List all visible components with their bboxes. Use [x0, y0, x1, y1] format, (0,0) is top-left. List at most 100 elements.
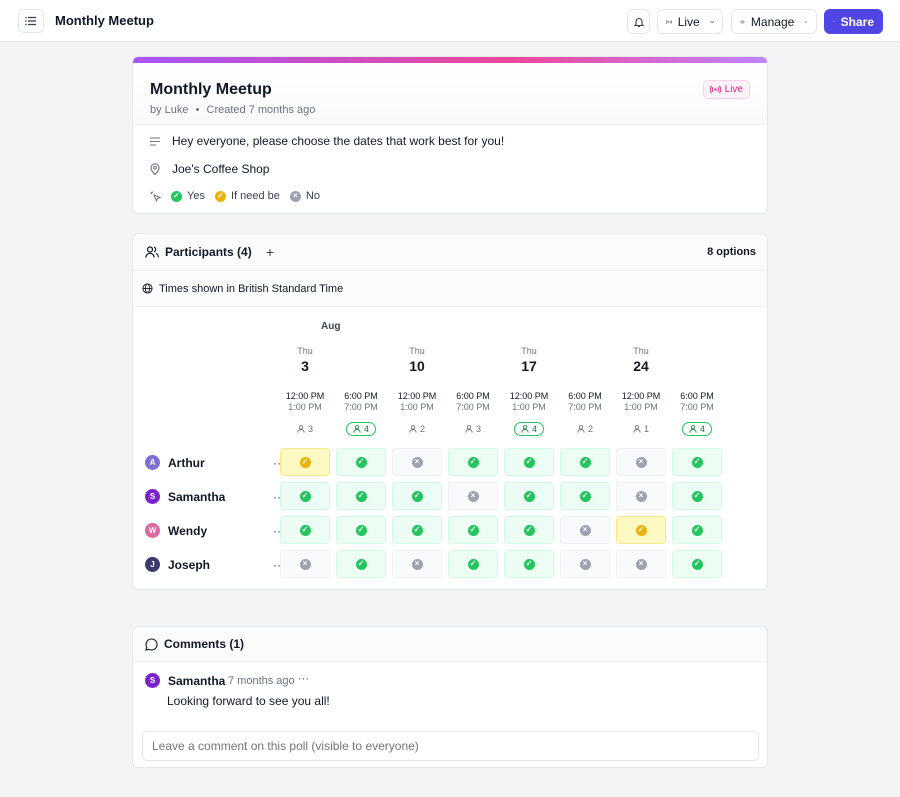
check-icon: ✓ — [299, 456, 311, 468]
vote-cell[interactable]: ✓ — [504, 448, 554, 476]
vote-cell[interactable]: ✓ — [392, 516, 442, 544]
vote-cell[interactable]: ✓ — [560, 482, 610, 510]
vote-cell[interactable]: × — [616, 482, 666, 510]
vote-count-value: 1 — [643, 424, 649, 434]
vote-cell[interactable]: × — [392, 550, 442, 578]
option-end-time: 7:00 PM — [456, 402, 490, 412]
vote-cell[interactable]: ✓ — [504, 550, 554, 578]
vote-cell[interactable]: ✓ — [672, 448, 722, 476]
broadcast-icon — [666, 19, 672, 24]
menu-button[interactable] — [18, 9, 44, 33]
manage-button[interactable]: Manage — [731, 9, 817, 34]
vote-cell[interactable]: ✓ — [504, 516, 554, 544]
notifications-button[interactable] — [627, 9, 650, 34]
users-icon — [145, 246, 159, 258]
vote-count: 4 — [682, 422, 712, 436]
participant-row: W Wendy ··· ✓ ✓ ✓ ✓ ✓ × ✓ ✓ — [133, 515, 767, 549]
top-bar: Monthly Meetup Live Manage Share — [0, 0, 900, 42]
vote-cell[interactable]: ✓ — [448, 448, 498, 476]
legend-maybe: ✓ If need be — [214, 190, 280, 202]
vote-cell[interactable]: ✓ — [336, 448, 386, 476]
option-column: 6:00 PM 7:00 PM 4 — [671, 391, 723, 436]
poll-card: Monthly Meetup by Luke • Created 7 month… — [132, 56, 768, 214]
vote-cell[interactable]: × — [616, 550, 666, 578]
map-pin-icon — [150, 163, 160, 175]
participant-row: J Joseph ··· × ✓ × ✓ ✓ × × ✓ — [133, 549, 767, 583]
option-end-time: 1:00 PM — [512, 402, 546, 412]
vote-cell[interactable]: ✓ — [672, 516, 722, 544]
option-end-time: 1:00 PM — [400, 402, 434, 412]
add-participant-button[interactable]: + — [261, 243, 279, 261]
legend-yes-label: Yes — [187, 190, 205, 202]
timezone-bar[interactable]: Times shown in British Standard Time — [133, 271, 767, 307]
vote-count-value: 4 — [699, 424, 705, 434]
vote-count: 4 — [346, 422, 376, 436]
ellipsis-icon: ··· — [298, 673, 309, 685]
list-icon — [25, 16, 36, 26]
x-icon: × — [299, 558, 311, 570]
check-icon: ✓ — [523, 456, 535, 468]
vote-cell[interactable]: × — [280, 550, 330, 578]
vote-cell[interactable]: × — [448, 482, 498, 510]
comments-title-label: Comments (1) — [164, 637, 245, 651]
participants-title-label: Participants (4) — [165, 245, 252, 259]
option-start-time: 12:00 PM — [621, 391, 661, 401]
participant-name: Arthur — [168, 456, 205, 470]
check-icon: ✓ — [355, 524, 367, 536]
option-end-time: 1:00 PM — [288, 402, 322, 412]
comment-input[interactable] — [142, 731, 759, 761]
comment-author: Samantha — [168, 674, 226, 688]
check-icon: ✓ — [411, 524, 423, 536]
vote-count-value: 2 — [587, 424, 593, 434]
live-badge: Live — [702, 80, 750, 99]
user-icon — [353, 425, 361, 433]
vote-cell[interactable]: ✓ — [504, 482, 554, 510]
date-weekday: Thu — [633, 346, 649, 356]
vote-cell[interactable]: ✓ — [448, 550, 498, 578]
avatar: W — [145, 523, 160, 538]
check-icon: ✓ — [467, 524, 479, 536]
vote-cell[interactable]: ✓ — [448, 516, 498, 544]
vote-cell[interactable]: ✓ — [616, 516, 666, 544]
x-icon: × — [467, 490, 479, 502]
share-button[interactable]: Share — [824, 9, 883, 34]
vote-cell[interactable]: ✓ — [336, 482, 386, 510]
vote-cell[interactable]: × — [392, 448, 442, 476]
comment-text: Looking forward to see you all! — [167, 694, 330, 708]
date-header: Thu 17 — [512, 343, 546, 383]
check-icon: ✓ — [355, 558, 367, 570]
live-badge-label: Live — [724, 84, 743, 95]
poll-location: Joe's Coffee Shop — [172, 162, 270, 176]
date-day: 10 — [409, 358, 425, 374]
check-icon: ✓ — [467, 456, 479, 468]
vote-cell[interactable]: × — [560, 516, 610, 544]
comment-more-button[interactable]: ··· — [298, 673, 309, 685]
vote-cell[interactable]: ✓ — [280, 448, 330, 476]
vote-cell[interactable]: ✓ — [392, 482, 442, 510]
vote-cell[interactable]: × — [616, 448, 666, 476]
check-icon: ✓ — [691, 524, 703, 536]
user-icon — [689, 425, 697, 433]
participants-card: Participants (4) + 8 options Times shown… — [132, 233, 768, 590]
vote-cell[interactable]: ✓ — [336, 516, 386, 544]
user-icon — [521, 425, 529, 433]
location-row: Joe's Coffee Shop — [150, 162, 269, 176]
check-icon: ✓ — [214, 190, 226, 202]
vote-cell[interactable]: ✓ — [280, 516, 330, 544]
vote-cell[interactable]: ✓ — [672, 482, 722, 510]
poll-header: Monthly Meetup by Luke • Created 7 month… — [133, 63, 767, 125]
vote-cell[interactable]: ✓ — [280, 482, 330, 510]
legend-no: × No — [289, 190, 320, 202]
vote-cell[interactable]: ✓ — [560, 448, 610, 476]
pointer-click-icon — [150, 190, 161, 202]
user-icon — [465, 425, 473, 433]
option-end-time: 7:00 PM — [568, 402, 602, 412]
check-icon: ✓ — [523, 524, 535, 536]
vote-count-value: 3 — [475, 424, 481, 434]
vote-cell[interactable]: × — [560, 550, 610, 578]
vote-cell[interactable]: ✓ — [336, 550, 386, 578]
date-header: Thu 10 — [400, 343, 434, 383]
vote-count: 2 — [402, 422, 432, 436]
live-status-button[interactable]: Live — [657, 9, 723, 34]
vote-cell[interactable]: ✓ — [672, 550, 722, 578]
